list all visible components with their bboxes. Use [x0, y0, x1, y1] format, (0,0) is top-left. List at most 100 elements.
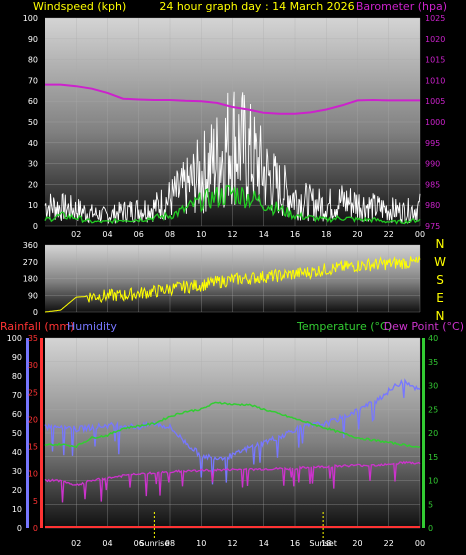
series-barometer: [45, 83, 420, 115]
x-tick-label: 00: [415, 539, 425, 548]
x-tick-label: 22: [384, 539, 394, 548]
sun-marker-label: Sunrise: [139, 539, 169, 548]
humidity-tick-label: 100: [7, 334, 22, 343]
x-tick-label: 10: [196, 539, 206, 548]
y2-tick-label: 980: [425, 201, 440, 210]
x-tick-label: 02: [71, 230, 81, 239]
rain-tick-label: 15: [28, 443, 38, 452]
y-tick-label: 80: [28, 56, 38, 65]
compass-label: W: [434, 255, 446, 269]
sun-marker-label: Sunset: [309, 539, 336, 548]
rain-tick-label: 0: [33, 524, 38, 533]
series-dew-point: [44, 460, 421, 503]
temp-tick-label: 20: [428, 429, 438, 438]
x-tick-label: 22: [384, 230, 394, 239]
y-tick-label: 100: [23, 14, 38, 23]
y2-tick-label: 1000: [425, 118, 445, 127]
humidity-tick-label: 80: [12, 372, 22, 381]
temp-tick-label: 10: [428, 477, 438, 486]
x-tick-label: 16: [290, 230, 300, 239]
temperature-label: Temperature (°C): [296, 320, 392, 333]
y2-tick-label: 975: [425, 222, 440, 231]
y2-tick-label: 1025: [425, 14, 445, 23]
x-tick-label: 04: [102, 539, 112, 548]
humidity-tick-label: 20: [12, 486, 22, 495]
y-tick-label: 10: [28, 201, 38, 210]
y-tick-label: 90: [28, 35, 38, 44]
y2-tick-label: 1020: [425, 35, 445, 44]
series-wind-average: [44, 184, 421, 225]
y-tick-label: 0: [33, 222, 38, 231]
x-tick-label: 10: [196, 230, 206, 239]
compass-label: E: [436, 291, 444, 305]
y2-tick-label: 995: [425, 139, 440, 148]
x-tick-label: 18: [321, 539, 331, 548]
rain-axis-bar: [40, 338, 43, 528]
y-tick-label: 60: [28, 97, 38, 106]
x-tick-label: 08: [165, 230, 175, 239]
rain-tick-label: 30: [28, 361, 38, 370]
x-tick-label: 06: [134, 539, 144, 548]
y2-tick-label: 1010: [425, 76, 445, 85]
compass-label: N: [436, 309, 445, 323]
windspeed-label: Windspeed (kph): [33, 0, 126, 13]
x-tick-label: 02: [71, 539, 81, 548]
x-tick-label: 12: [227, 539, 237, 548]
rain-tick-label: 20: [28, 415, 38, 424]
humidity-axis-bar: [26, 338, 29, 528]
series-wind-direction: [44, 255, 421, 313]
temp-tick-label: 15: [428, 453, 438, 462]
temp-tick-label: 30: [428, 382, 438, 391]
y-tick-label: 40: [28, 139, 38, 148]
x-tick-label: 12: [227, 230, 237, 239]
humidity-tick-label: 40: [12, 448, 22, 457]
y-tick-label: 30: [28, 160, 38, 169]
rain-tick-label: 10: [28, 470, 38, 479]
temp-tick-label: 0: [428, 524, 433, 533]
barometer-label: Barometer (hpa): [356, 0, 447, 13]
x-tick-label: 08: [165, 539, 175, 548]
rain-tick-label: 35: [28, 334, 38, 343]
temp-tick-label: 35: [428, 358, 438, 367]
humidity-tick-label: 70: [12, 391, 22, 400]
x-tick-label: 20: [352, 230, 362, 239]
x-tick-label: 14: [259, 539, 269, 548]
x-tick-label: 20: [352, 539, 362, 548]
humidity-tick-label: 10: [12, 505, 22, 514]
y2-tick-label: 990: [425, 160, 440, 169]
x-tick-label: 04: [102, 230, 112, 239]
y-tick-label: 70: [28, 76, 38, 85]
humidity-tick-label: 50: [12, 429, 22, 438]
rainfall-label: Rainfall (mm): [0, 320, 74, 333]
temp-axis-bar: [422, 338, 425, 528]
temp-tick-label: 25: [428, 405, 438, 414]
humidity-tick-label: 30: [12, 467, 22, 476]
x-tick-label: 06: [134, 230, 144, 239]
x-tick-label: 14: [259, 230, 269, 239]
y-tick-label: 20: [28, 180, 38, 189]
y-tick-label: 270: [23, 258, 38, 267]
rain-tick-label: 5: [33, 497, 38, 506]
series-humidity: [44, 378, 421, 485]
temp-tick-label: 5: [428, 500, 433, 509]
compass-label: N: [436, 237, 445, 251]
y-tick-label: 50: [28, 118, 38, 127]
humidity-tick-label: 90: [12, 353, 22, 362]
y2-tick-label: 985: [425, 180, 440, 189]
x-tick-label: 16: [290, 539, 300, 548]
humidity-tick-label: 60: [12, 410, 22, 419]
compass-label: S: [436, 273, 444, 287]
y2-tick-label: 1005: [425, 97, 445, 106]
x-tick-label: 18: [321, 230, 331, 239]
y-tick-label: 0: [33, 308, 38, 317]
humidity-label: Humidity: [67, 320, 117, 333]
humidity-tick-label: 0: [17, 524, 22, 533]
y2-tick-label: 1015: [425, 56, 445, 65]
series-temperature: [44, 401, 421, 449]
y-tick-label: 180: [23, 275, 38, 284]
y-tick-label: 360: [23, 241, 38, 250]
dewpoint-label: Dew Point (°C): [384, 320, 464, 333]
rain-tick-label: 25: [28, 388, 38, 397]
x-tick-label: 00: [415, 230, 425, 239]
